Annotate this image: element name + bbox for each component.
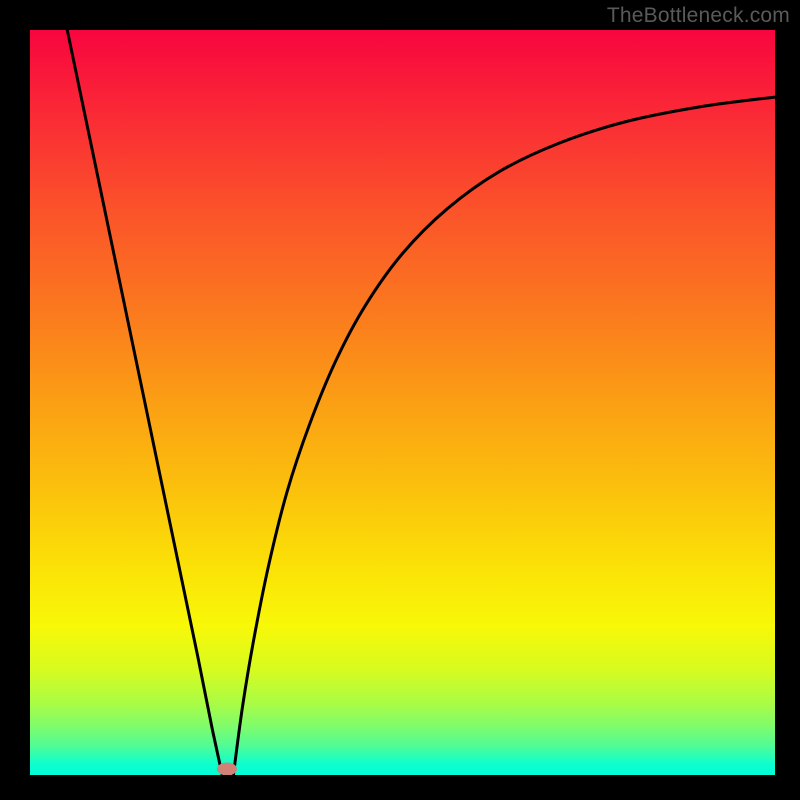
chart-container: { "watermark": { "text": "TheBottleneck.… [0,0,800,800]
valley-marker [217,763,237,775]
plot-area [30,30,775,775]
curve-layer [30,30,775,775]
curve-left-branch [67,30,222,775]
curve-right-branch [233,97,775,775]
watermark-text: TheBottleneck.com [607,4,790,28]
